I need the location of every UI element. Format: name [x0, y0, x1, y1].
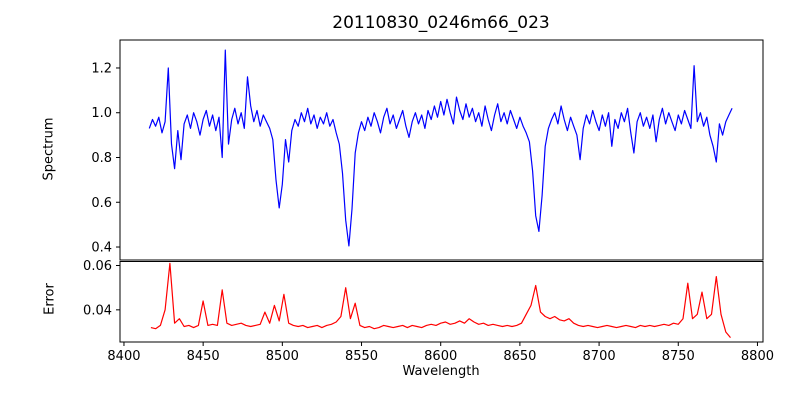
spectrum-y-tick-label: 0.6 [91, 196, 112, 211]
x-tick-label: 8550 [345, 349, 378, 364]
x-tick-label: 8600 [424, 349, 457, 364]
x-axis-label: Wavelength [402, 364, 480, 379]
spectrum-y-tick-label: 0.8 [91, 151, 112, 166]
x-tick-label: 8700 [583, 349, 616, 364]
x-tick-label: 8650 [503, 349, 536, 364]
x-tick-label: 8750 [662, 349, 695, 364]
spectrum-y-tick-label: 0.4 [91, 241, 112, 256]
error-line [150, 262, 731, 338]
error-panel-frame [119, 261, 764, 343]
x-tick-label: 8500 [266, 349, 299, 364]
chart-title: 20110830_0246m66_023 [332, 13, 550, 33]
spectrum-line [148, 49, 733, 247]
spectrum-y-tick-label: 1.0 [91, 106, 112, 121]
x-tick-label: 8800 [741, 349, 774, 364]
spectrum-y-tick-label: 1.2 [91, 61, 112, 76]
error-y-tick-label: 0.04 [83, 303, 112, 318]
error-y-tick-label: 0.06 [83, 259, 112, 274]
spectrum-panel-frame [119, 39, 764, 261]
x-tick-label: 8400 [107, 349, 140, 364]
x-tick-label: 8450 [187, 349, 220, 364]
